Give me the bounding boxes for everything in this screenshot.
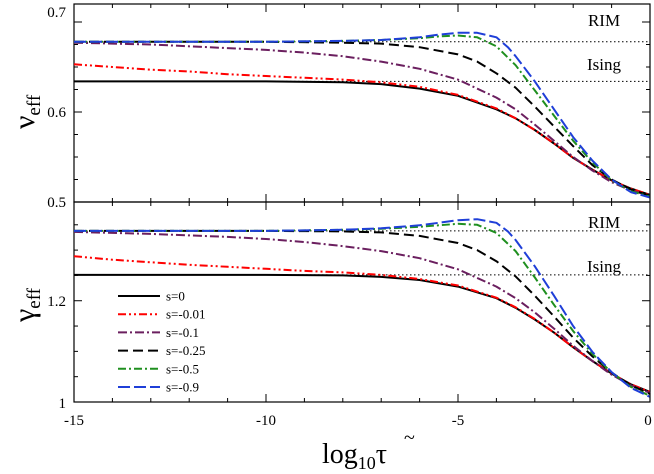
svg-text:log10τ: log10τ <box>322 439 387 473</box>
legend-label-s--0_01: s=-0.01 <box>166 307 205 322</box>
xtick-label-m10: -10 <box>256 413 276 429</box>
bottom-ytick-label-1.2: 1.2 <box>47 294 66 310</box>
xtick-label-m5: -5 <box>452 413 465 429</box>
bottom-ref-label-rim: RIM <box>588 213 620 232</box>
bottom-ylabel-subscript: eff <box>24 287 45 308</box>
bottom-plot-frame <box>73 201 651 403</box>
legend-label-s--0_25: s=-0.25 <box>166 343 205 358</box>
top-series-s-0 <box>74 80 651 196</box>
top-ytick-label-0.6: 0.6 <box>47 105 66 121</box>
top-series-s--0_1 <box>73 41 651 197</box>
bottom-series-s--0_9 <box>74 218 651 398</box>
top-ylabel-symbol: ν <box>8 116 41 130</box>
top-panel: RIM Ising 0.5 0.6 0.7 νeff <box>8 3 651 211</box>
legend-label-s--0_5: s=-0.5 <box>166 361 199 376</box>
svg-text:γeff: γeff <box>8 287 45 323</box>
top-reference-lines <box>74 41 650 82</box>
xtick-label-0: 0 <box>644 413 652 429</box>
xlabel-subscript: 10 <box>358 453 376 473</box>
svg-text:νeff: νeff <box>8 94 45 129</box>
legend: s=0 s=-0.01 s=-0.1 s=-0.25 s=-0.5 s=-0.9 <box>118 289 205 395</box>
bottom-series-s--0_1 <box>73 230 651 394</box>
top-ref-label-ising: Ising <box>587 55 622 74</box>
bottom-ylabel-symbol: γ <box>8 309 41 323</box>
top-ref-label-rim: RIM <box>588 11 620 30</box>
top-ylabel-subscript: eff <box>24 94 45 115</box>
top-series-s--0_25 <box>74 40 651 197</box>
top-y-axis-title: νeff <box>8 94 45 129</box>
legend-label-s--0_1: s=-0.1 <box>166 325 199 340</box>
bottom-ref-label-ising: Ising <box>587 257 622 276</box>
bottom-series-s-0 <box>74 273 651 393</box>
bottom-series-s--0_25 <box>74 229 651 395</box>
bottom-ytick-label-1: 1 <box>59 396 67 412</box>
x-axis-title: log10τ ~ <box>322 427 415 473</box>
legend-label-s--0_9: s=-0.9 <box>166 380 199 395</box>
bottom-reference-lines <box>74 230 650 276</box>
bottom-y-axis-title: γeff <box>8 287 45 323</box>
top-ticks <box>73 4 651 203</box>
top-ytick-label-0.7: 0.7 <box>47 5 66 21</box>
top-plot-frame <box>73 3 651 203</box>
xlabel-log: log <box>322 439 358 470</box>
xtick-label-m15: -15 <box>64 413 84 429</box>
xlabel-tilde-accent: ~ <box>404 427 415 449</box>
legend-label-s-0: s=0 <box>166 289 185 304</box>
top-ytick-label-0.5: 0.5 <box>47 195 66 211</box>
xlabel-tau: τ <box>376 439 387 470</box>
top-series-s--0_5 <box>74 34 651 198</box>
bottom-panel: RIM Ising 1 1.2 -15 -10 -5 0 γeff log10τ… <box>8 201 652 473</box>
bottom-ticks <box>73 202 651 403</box>
top-series-s--0_9 <box>74 31 651 199</box>
top-series-group <box>73 31 651 199</box>
bottom-series-group <box>73 218 651 398</box>
